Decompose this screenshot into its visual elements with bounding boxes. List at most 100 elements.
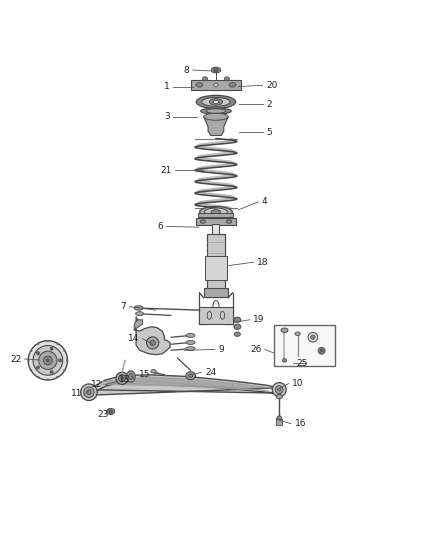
Text: 24: 24 <box>205 368 216 377</box>
Text: 5: 5 <box>266 127 272 136</box>
Ellipse shape <box>87 390 91 394</box>
Ellipse shape <box>147 337 159 349</box>
Ellipse shape <box>150 340 155 345</box>
Bar <box>199 306 233 324</box>
Ellipse shape <box>134 306 143 310</box>
Text: 8: 8 <box>184 66 189 75</box>
Ellipse shape <box>30 350 32 352</box>
Ellipse shape <box>39 351 57 369</box>
Ellipse shape <box>36 352 39 355</box>
Ellipse shape <box>64 350 65 352</box>
Bar <box>274 325 335 366</box>
Ellipse shape <box>43 356 52 365</box>
Ellipse shape <box>318 348 325 354</box>
Ellipse shape <box>209 99 223 105</box>
Ellipse shape <box>200 220 205 223</box>
Bar <box>207 234 225 297</box>
Ellipse shape <box>295 332 300 335</box>
Ellipse shape <box>205 208 227 216</box>
Ellipse shape <box>37 343 39 345</box>
Ellipse shape <box>81 384 97 400</box>
Ellipse shape <box>276 386 283 393</box>
Ellipse shape <box>311 335 315 340</box>
Bar <box>205 256 227 280</box>
Ellipse shape <box>129 374 133 379</box>
Text: 12: 12 <box>91 380 102 389</box>
Ellipse shape <box>196 95 236 108</box>
Ellipse shape <box>200 206 232 217</box>
Ellipse shape <box>234 317 241 322</box>
Ellipse shape <box>272 383 286 397</box>
Polygon shape <box>204 117 228 135</box>
Text: 16: 16 <box>294 419 306 428</box>
Ellipse shape <box>116 372 128 384</box>
Ellipse shape <box>214 83 218 87</box>
Ellipse shape <box>278 388 281 391</box>
Ellipse shape <box>50 370 53 374</box>
Ellipse shape <box>202 77 208 80</box>
Text: 26: 26 <box>250 345 261 354</box>
Polygon shape <box>88 375 279 395</box>
Ellipse shape <box>33 345 63 375</box>
Ellipse shape <box>281 328 288 333</box>
Ellipse shape <box>211 210 221 214</box>
Text: 20: 20 <box>266 81 278 90</box>
Ellipse shape <box>234 332 240 336</box>
Ellipse shape <box>50 347 53 350</box>
Ellipse shape <box>84 387 94 398</box>
Bar <box>276 419 283 425</box>
Text: 3: 3 <box>164 112 170 121</box>
Text: 10: 10 <box>292 379 304 388</box>
Ellipse shape <box>214 69 218 71</box>
Text: 2: 2 <box>266 100 272 109</box>
Ellipse shape <box>213 100 219 103</box>
Bar <box>191 80 241 90</box>
Ellipse shape <box>109 410 112 413</box>
Ellipse shape <box>277 416 282 423</box>
Text: 13: 13 <box>119 375 131 384</box>
Text: 21: 21 <box>160 166 172 175</box>
Ellipse shape <box>47 379 49 381</box>
Text: 19: 19 <box>253 315 265 324</box>
Text: 7: 7 <box>120 302 126 311</box>
Bar <box>212 224 219 234</box>
Ellipse shape <box>151 369 156 373</box>
Ellipse shape <box>206 109 226 113</box>
Text: 14: 14 <box>128 334 139 343</box>
Text: 18: 18 <box>258 257 269 266</box>
Text: 25: 25 <box>297 359 308 368</box>
Ellipse shape <box>64 369 65 371</box>
Ellipse shape <box>188 374 193 377</box>
Polygon shape <box>134 317 170 354</box>
Text: 4: 4 <box>262 197 268 206</box>
Text: 22: 22 <box>10 354 21 364</box>
Ellipse shape <box>30 369 32 371</box>
Text: 11: 11 <box>71 389 82 398</box>
Ellipse shape <box>47 340 49 342</box>
Ellipse shape <box>46 359 49 362</box>
Ellipse shape <box>119 375 126 382</box>
Ellipse shape <box>37 376 39 378</box>
Ellipse shape <box>28 359 29 361</box>
Ellipse shape <box>196 83 203 87</box>
Ellipse shape <box>201 108 231 114</box>
Ellipse shape <box>226 220 232 223</box>
Ellipse shape <box>186 341 195 344</box>
Ellipse shape <box>204 113 228 120</box>
Ellipse shape <box>107 408 115 415</box>
Ellipse shape <box>186 334 195 337</box>
Ellipse shape <box>186 346 195 351</box>
Ellipse shape <box>320 349 323 352</box>
Ellipse shape <box>66 359 68 361</box>
Text: 6: 6 <box>157 222 163 231</box>
Ellipse shape <box>28 341 67 380</box>
Polygon shape <box>134 320 143 328</box>
Ellipse shape <box>308 333 318 342</box>
Ellipse shape <box>234 324 241 329</box>
Text: 9: 9 <box>218 345 224 354</box>
Ellipse shape <box>186 372 195 379</box>
Bar <box>198 213 233 217</box>
Ellipse shape <box>211 67 221 73</box>
Ellipse shape <box>276 394 283 399</box>
Bar <box>204 288 228 297</box>
